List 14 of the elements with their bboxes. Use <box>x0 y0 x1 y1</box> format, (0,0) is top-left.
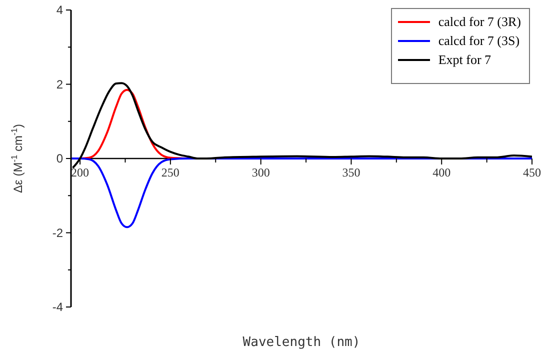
y-tick-label: -4 <box>52 300 64 314</box>
y-tick-label: 2 <box>56 77 64 92</box>
legend-label: calcd for 7 (3R) <box>438 14 521 30</box>
x-axis-title: Wavelength (nm) <box>242 335 360 350</box>
x-tick-label: 400 <box>432 166 451 180</box>
y-tick-label: -2 <box>52 226 64 240</box>
x-tick-label: 250 <box>161 166 180 180</box>
y-tick-label: 4 <box>56 3 64 17</box>
legend-label: Expt for 7 <box>438 52 492 68</box>
x-tick-label: 350 <box>342 166 360 180</box>
y-tick-label: 0 <box>56 152 64 166</box>
legend-label: calcd for 7 (3S) <box>438 32 520 48</box>
x-tick-label: 450 <box>523 166 541 180</box>
x-tick-label: 300 <box>252 166 270 180</box>
